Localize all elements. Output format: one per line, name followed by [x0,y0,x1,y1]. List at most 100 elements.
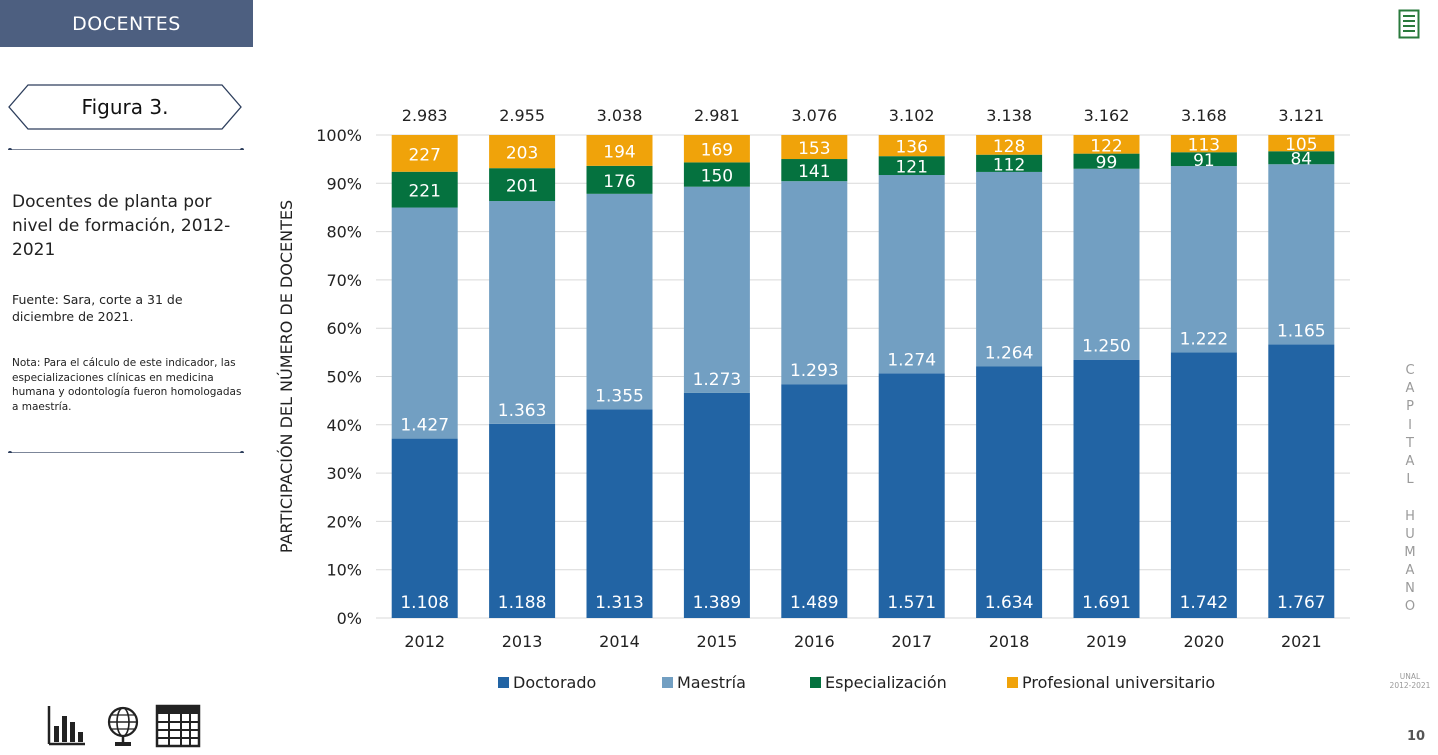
bar-segment-profesional-universitario [586,135,653,166]
data-label: 1.293 [790,361,839,381]
total-label: 3.121 [1278,106,1324,125]
legend-swatch [498,677,509,688]
divider-top [8,148,244,150]
bar-segment-doctorado [976,366,1043,618]
bar-segment-especialización [781,159,848,182]
bar-segment-profesional-universitario [976,135,1043,155]
side-letter: N [1405,581,1415,597]
figure-tag: Figura 3. [8,84,242,130]
bar-segment-especialización [489,168,556,202]
data-label: 1.767 [1277,593,1326,613]
side-letter: T [1406,435,1414,451]
bar-segment-maestría [781,181,848,385]
bar-segment-doctorado [391,438,458,618]
data-label: 1.250 [1082,337,1131,357]
data-label: 1.188 [498,593,547,613]
y-tick-label: 0% [337,609,362,628]
data-label: 112 [993,155,1025,175]
legend-swatch [662,677,673,688]
x-tick-label: 2021 [1281,632,1322,651]
side-letter: A [1405,453,1415,469]
stacked-bar-chart: 0% 10% 20% 30% 40% 50% 60% 70% 80% 90% 100% PARTICI… [270,95,1380,705]
y-tick-label: 80% [326,223,362,242]
data-label: 1.274 [887,350,936,370]
bar-segment-profesional-universitario [1268,135,1335,152]
bar-segment-doctorado [489,423,556,618]
side-letter [1400,489,1420,507]
y-tick-label: 40% [326,416,362,435]
data-label: 105 [1285,135,1317,155]
bar-segment-maestría [1170,166,1237,353]
data-label: 1.264 [985,343,1034,363]
document-icon[interactable] [1398,9,1420,39]
y-tick-label: 70% [326,271,362,290]
y-tick-label: 50% [326,368,362,387]
total-label: 3.138 [986,106,1032,125]
section-header: DOCENTES [0,0,253,47]
data-label: 1.313 [595,593,644,613]
data-label: 1.489 [790,593,839,613]
side-letter: M [1404,544,1416,560]
data-label: 1.165 [1277,322,1326,342]
side-letter: I [1408,417,1412,433]
side-letter: C [1405,363,1415,378]
y-tick-label: 30% [326,464,362,483]
total-label: 2.981 [694,106,740,125]
bar-segment-especialización [586,165,653,194]
bar-segment-doctorado [878,373,945,618]
total-label: 2.955 [499,106,545,125]
data-label: 150 [701,167,733,187]
bar-segment-especialización [878,156,945,176]
data-label: 99 [1096,153,1118,173]
bar-segment-doctorado [781,384,848,618]
bar-segment-doctorado [683,392,750,618]
data-label: 201 [506,177,538,197]
bar-segment-maestría [1073,168,1140,360]
side-letter: O [1404,599,1416,615]
data-label: 153 [798,139,830,159]
total-label: 3.168 [1181,106,1227,125]
data-label: 1.427 [400,416,449,436]
bar-segment-maestría [878,175,945,374]
bar-segment-profesional-universitario [391,135,458,172]
table-icon[interactable] [155,704,201,748]
bar-chart-icon[interactable] [45,704,89,748]
data-label: 1.108 [400,593,449,613]
data-label: 176 [603,172,635,192]
bottom-toolbar [45,704,201,748]
y-tick-label: 10% [326,561,362,580]
bar-segment-especialización [1073,153,1140,169]
legend-label: Doctorado [513,673,596,692]
bar-segment-maestría [489,201,556,424]
total-label: 3.038 [597,106,643,125]
bar-segment-doctorado [1073,359,1140,618]
total-label: 2.983 [402,106,448,125]
data-label: 122 [1090,136,1122,156]
data-label: 1.273 [693,370,742,390]
bar-segment-maestría [976,171,1043,367]
data-label: 128 [993,137,1025,157]
bar-segment-profesional-universitario [489,135,556,169]
total-label: 3.162 [1084,106,1130,125]
bar-segment-profesional-universitario [781,135,848,160]
unal-mark: UNAL 2012-2021 [1380,672,1438,690]
x-tick-label: 2018 [989,632,1030,651]
side-letter: H [1405,508,1415,524]
data-label: 194 [603,142,635,162]
legend-swatch [810,677,821,688]
x-tick-label: 2016 [794,632,835,651]
data-label: 1.222 [1180,329,1229,349]
legend-swatch [1007,677,1018,688]
y-tick-label: 100% [316,126,362,145]
data-label: 1.634 [985,593,1034,613]
bar-segment-especialización [683,162,750,187]
bar-segment-doctorado [586,409,653,618]
data-label: 227 [408,145,440,165]
chart-canvas: 0% 10% 20% 30% 40% 50% 60% 70% 80% 90% 100% PARTICI… [277,106,1350,692]
side-letter: L [1406,472,1414,488]
globe-icon[interactable] [107,706,139,746]
y-tick-label: 60% [326,319,362,338]
bar-segment-doctorado [1268,344,1335,618]
figure-number: Figura 3. [81,95,169,119]
bar-segment-especialización [976,154,1043,172]
